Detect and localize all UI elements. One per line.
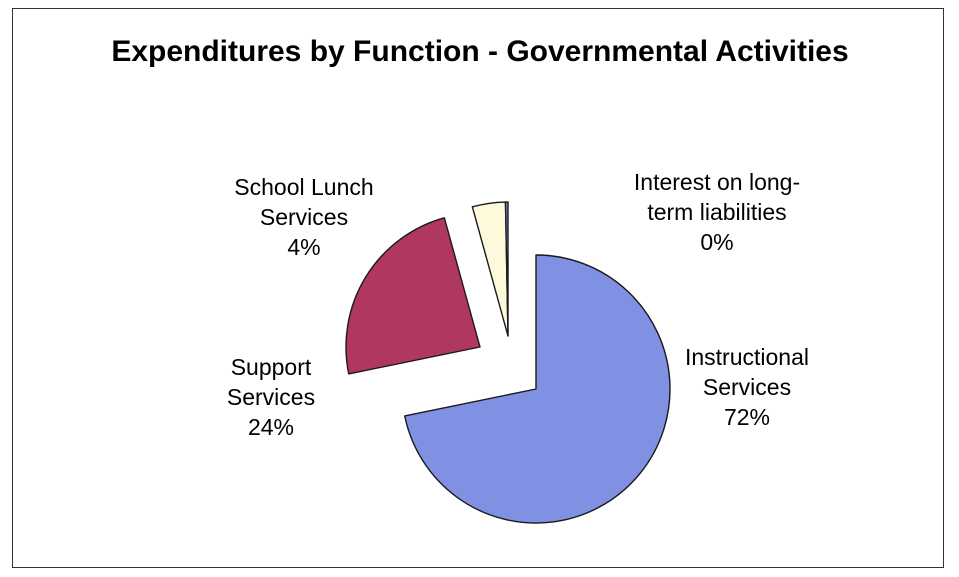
slice-label-line: Interest on long-: [633, 169, 801, 195]
slice-label-school-lunch-services: School Lunch Services 4%: [184, 172, 424, 262]
slice-label-line: Services: [259, 204, 349, 230]
slice-label-line: School Lunch: [234, 174, 374, 200]
chart-title: Expenditures by Function - Governmental …: [111, 35, 849, 68]
slice-label-line: Instructional: [684, 344, 809, 370]
slice-instructional-services: [404, 254, 671, 524]
slice-label-support-services: Support Services 24%: [151, 352, 391, 442]
slice-percent: 72%: [723, 404, 771, 430]
slice-school-lunch-services: [471, 201, 509, 337]
slice-label-instructional-services: Instructional Services 72%: [627, 342, 867, 432]
slice-label-line: Services: [702, 374, 792, 400]
slice-label-interest-on-long-term-liabilities: Interest on long- term liabilities 0%: [597, 167, 837, 257]
slice-percent: 4%: [287, 234, 321, 260]
slice-interest-on-long-term-liabilities: [504, 201, 509, 337]
slice-label-line: Services: [226, 384, 316, 410]
slice-support-services: [345, 217, 481, 375]
slice-percent: 24%: [247, 414, 295, 440]
slice-label-line: term liabilities: [647, 199, 787, 225]
slice-percent: 0%: [700, 229, 734, 255]
slice-label-line: Support: [230, 354, 312, 380]
